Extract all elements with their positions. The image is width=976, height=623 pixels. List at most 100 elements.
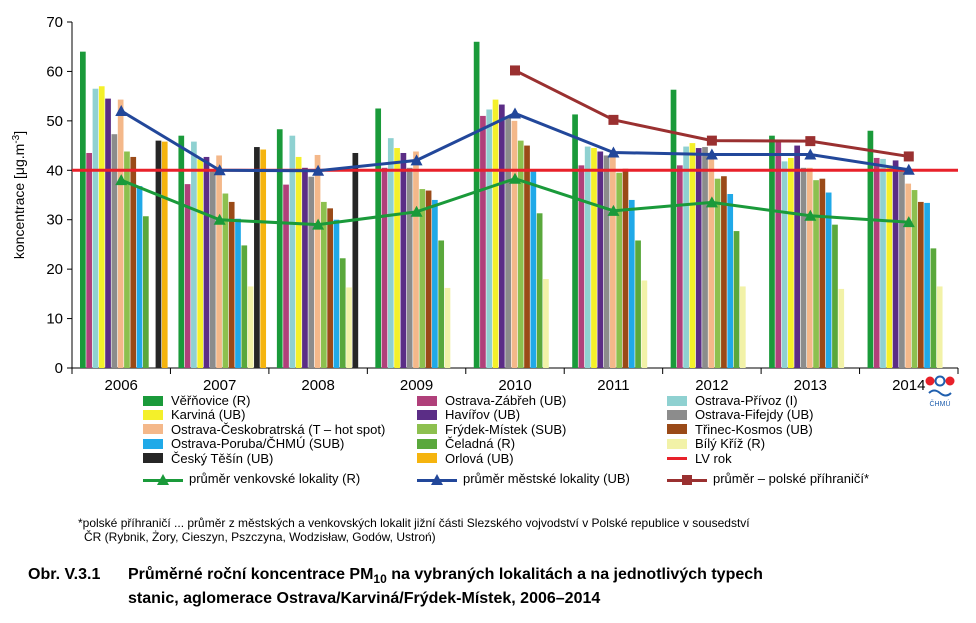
bar (352, 152, 359, 368)
bar (117, 99, 124, 369)
bar (438, 240, 445, 368)
bar (80, 51, 86, 369)
legend-swatch (667, 395, 687, 406)
legend-line-swatch (667, 474, 707, 486)
bar (333, 219, 340, 368)
legend-item: Orlová (UB) (417, 450, 514, 466)
series-point (115, 174, 128, 186)
bar (302, 167, 308, 368)
legend-item: Český Těšín (UB) (143, 451, 273, 466)
footnote-line-2: ČR (Rybnik, Żory, Cieszyn, Pszczyna, Wod… (84, 530, 436, 544)
y-tick-label: 0 (55, 360, 63, 377)
bar (806, 167, 813, 368)
x-tick-label: 2008 (301, 377, 334, 394)
y-axis-title-superscript: -3 (11, 134, 22, 143)
legend-item: LV rok (667, 450, 732, 466)
bar (543, 279, 549, 368)
bar (917, 201, 924, 368)
bar (616, 172, 623, 368)
bar (387, 138, 394, 368)
legend-line-swatch (667, 456, 687, 460)
bar (327, 208, 333, 368)
series-point (312, 218, 325, 230)
bar (184, 184, 191, 368)
bar (130, 156, 137, 368)
series-point (510, 65, 520, 76)
bar (235, 218, 241, 368)
bar (375, 108, 382, 368)
bar (794, 145, 801, 368)
bar (832, 224, 838, 368)
bar (886, 165, 893, 368)
bar (320, 201, 327, 368)
bar (584, 146, 591, 368)
y-tick-label: 20 (46, 261, 63, 278)
legend-item: průměr venkovské lokality (R) (143, 472, 360, 486)
bar (289, 135, 296, 368)
series-point (902, 163, 915, 175)
legend-swatch (143, 438, 163, 449)
legend-item: Věřňovice (R) (143, 394, 250, 408)
caption-subscript: 10 (373, 572, 387, 587)
legend-label: průměr – polské příhraničí* (713, 471, 870, 486)
bar (721, 176, 727, 368)
series-point (607, 146, 620, 158)
legend-line-swatch (417, 473, 457, 486)
series-point (804, 148, 817, 160)
bar (892, 160, 899, 368)
x-tick-label: 2011 (597, 377, 629, 394)
legend-label: Bílý Kříž (R) (695, 436, 766, 452)
y-tick-label: 50 (46, 113, 63, 130)
y-tick-label: 10 (46, 311, 63, 328)
legend-label: Frýdek-Místek (SUB) (445, 421, 567, 437)
series-point (902, 216, 915, 228)
legend-label: průměr venkovské lokality (R) (189, 471, 361, 486)
bar (425, 190, 432, 368)
legend-item: Třinec-Kosmos (UB) (667, 421, 813, 437)
legend-label: Orlová (UB) (445, 450, 514, 466)
bar (308, 176, 315, 368)
legend-swatch (143, 395, 163, 406)
series-point (608, 114, 619, 125)
bar (486, 109, 493, 368)
bar (628, 199, 635, 368)
bar (98, 86, 105, 368)
x-tick-label: 2014 (892, 377, 925, 394)
bar (203, 156, 210, 368)
bar (492, 99, 499, 369)
bar (400, 152, 407, 368)
bar (178, 135, 185, 368)
bar (247, 286, 254, 368)
bar (597, 151, 604, 368)
legend-label: LV rok (695, 450, 732, 466)
bar (276, 129, 283, 368)
bar (899, 167, 905, 368)
series-point (509, 107, 521, 119)
legend-item: Čeladná (R) (417, 437, 515, 451)
bar (381, 167, 388, 368)
caption-line-1: Obr. V.3.1 Průměrné roční koncentrace PM1… (28, 565, 763, 589)
legend-line-swatch (143, 473, 183, 486)
series-point (705, 196, 718, 208)
bar (676, 165, 683, 368)
legend-label: průměr městské lokality (UB) (463, 471, 630, 486)
square-marker-icon (682, 474, 692, 485)
legend-label: Karviná (UB) (171, 407, 246, 423)
y-tick-label: 70 (46, 14, 63, 31)
chart-canvas: 0 10 20 30 40 50 60 70 koncentrace [μg.m-3] 2006 2… (11, 14, 959, 394)
bar (530, 171, 537, 368)
bar (622, 168, 629, 368)
legend-label: Ostrava-Českobratrská (T – hot spot) (171, 421, 386, 437)
legend-label: Třinec-Kosmos (UB) (695, 421, 813, 437)
legend-swatch (143, 409, 163, 420)
y-axis-title: koncentrace [μg.m-3] (11, 131, 27, 259)
bar (536, 213, 543, 368)
bar (781, 161, 788, 368)
bar (572, 114, 578, 368)
bar (480, 115, 486, 369)
series-point (607, 204, 620, 216)
legend-item: Ostrava-Zábřeh (UB) (417, 394, 566, 408)
series-point (705, 148, 718, 160)
bar (444, 287, 451, 368)
bar (880, 158, 886, 368)
